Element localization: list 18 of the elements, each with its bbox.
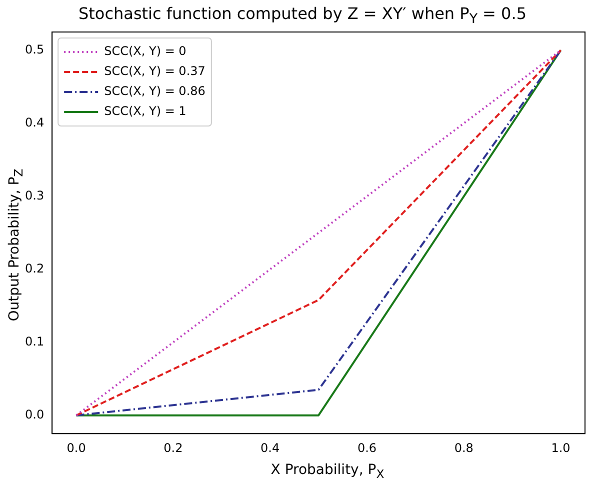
x-tick-label: 0.6 (357, 440, 377, 455)
x-tick-label: 1.0 (551, 440, 570, 455)
x-tick-label: 0.4 (260, 440, 280, 455)
x-tick-label: 0.0 (66, 440, 86, 455)
y-tick-label: 0.3 (24, 188, 44, 202)
chart-title: Stochastic function computed by Z = XY′ when P$_{Y}$ = 0.5 (77, 4, 528, 28)
y-tick-label: 0.2 (24, 261, 44, 276)
legend-label: SCC(X, Y) = 0 (104, 44, 186, 58)
y-tick-label: 0.5 (24, 42, 44, 56)
x-tick-label: 0.2 (164, 440, 183, 455)
y-tick-label: 0.0 (24, 407, 44, 422)
legend-label: SCC(X, Y) = 0.86 (104, 84, 206, 98)
y-tick-label: 0.4 (24, 115, 44, 130)
x-tick-label: 0.8 (454, 440, 474, 455)
legend-label: SCC(X, Y) = 0.37 (104, 64, 206, 78)
x-axis-title: X Probability, P$_{X}$ (270, 462, 386, 481)
y-tick-label: 0.1 (24, 334, 44, 348)
legend-label: SCC(X, Y) = 1 (104, 104, 186, 118)
